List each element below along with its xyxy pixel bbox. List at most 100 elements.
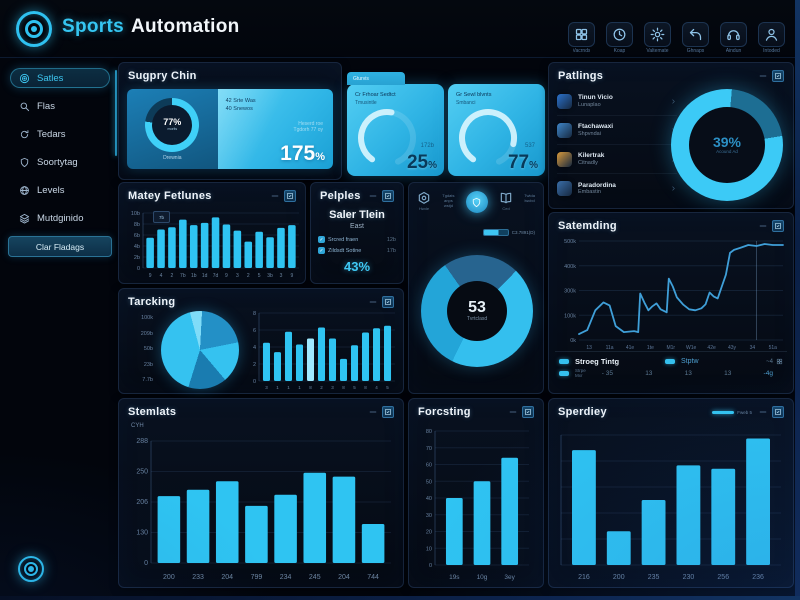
minimize-icon[interactable] — [368, 191, 378, 201]
forcsting-bar-chart: 80 70 60 50 40 30 20 10 0 19s 10g 3ey — [415, 423, 535, 581]
panel-window-icon[interactable] — [382, 190, 394, 202]
svg-text:4: 4 — [160, 273, 163, 279]
panel-window-icon[interactable] — [772, 70, 784, 82]
minimize-icon[interactable] — [758, 71, 768, 81]
pelples-row-value: 17b — [386, 247, 396, 254]
svg-text:3: 3 — [265, 385, 268, 390]
gauge-card2-subvalue: 537 — [524, 143, 535, 149]
sidebar-item-label: Levels — [37, 184, 65, 196]
toolbar-button-clock[interactable]: Koap — [603, 22, 636, 54]
panel-controls — [270, 190, 296, 202]
app-icon — [557, 151, 572, 167]
svg-text:9: 9 — [225, 273, 228, 279]
minimize-icon[interactable] — [758, 221, 768, 231]
sidebar-item-satles[interactable]: Satles — [10, 68, 110, 88]
sidebar-item-tedars[interactable]: Tedars — [10, 124, 110, 144]
clock-icon — [606, 22, 633, 47]
legend-series-1: Stroeg Tintg — [575, 357, 620, 366]
svg-text:0k: 0k — [570, 338, 576, 344]
panel-matey-features: Matey Fetlunes 10b 8b 6b 4b 2b 0 9 4 2 7b 1b 1d 7d 9 3… — [118, 182, 306, 284]
app-title-secondary: Automation — [130, 16, 240, 37]
panel-window-icon[interactable] — [522, 406, 534, 418]
panel-window-icon[interactable] — [382, 296, 394, 308]
header-toolbar: Vacrnds Koap Valtemate Ghnaps Aindun Intoded — [565, 22, 788, 54]
ratings-list-item[interactable]: Ftachawaxi Shpvndai — [557, 116, 677, 145]
svg-text:2: 2 — [247, 273, 250, 279]
svg-text:0: 0 — [253, 379, 256, 385]
app-title: Sports Automation — [62, 16, 240, 38]
check-icon: ✓ — [318, 236, 325, 243]
book-icon[interactable]: Ced — [499, 191, 513, 211]
refresh-icon — [19, 129, 30, 140]
supply-chain-card[interactable]: 77% morits Drewnia 42 Srte Was 40 Snewos … — [127, 89, 333, 169]
app-header: Sports Automation Vacrnds Koap Valtemate Ghn… — [0, 0, 800, 58]
minimize-icon[interactable] — [368, 297, 378, 307]
clear-findings-button[interactable]: Clar Fladags — [8, 236, 112, 257]
gauge-card-tab[interactable]: Gturvis — [347, 72, 405, 85]
panel-title: Tarcking — [128, 296, 176, 308]
svg-text:1d: 1d — [202, 273, 208, 279]
panel-window-icon[interactable] — [382, 406, 394, 418]
svg-text:9: 9 — [149, 273, 152, 279]
toolbar-button-grid[interactable]: Vacrnds — [565, 22, 598, 54]
pelples-row: ✓ Srcred fraen 12b — [311, 234, 403, 245]
sidebar-item-flas[interactable]: Flas — [10, 96, 110, 116]
toolbar-button-reply[interactable]: Ghnaps — [679, 22, 712, 54]
sidebar-item-levels[interactable]: Levels — [10, 180, 110, 200]
svg-text:13: 13 — [586, 345, 592, 351]
toolbar-button-label: Vacrnds — [572, 48, 591, 54]
svg-text:9: 9 — [290, 273, 293, 279]
ratings-list-item[interactable]: Paradordina Embastin — [557, 174, 677, 203]
supply-donut-chart: 77% morits — [145, 97, 200, 152]
progress-badge-text: C3.7891(D) — [511, 230, 535, 235]
minimize-icon[interactable] — [508, 407, 518, 417]
svg-text:5: 5 — [353, 385, 356, 390]
minimize-icon[interactable] — [270, 191, 280, 201]
toolbar-button-headset[interactable]: Aindun — [717, 22, 750, 54]
app-icon — [557, 181, 572, 196]
panel-window-icon[interactable] — [772, 220, 784, 232]
minimize-icon[interactable] — [758, 407, 768, 417]
svg-text:0: 0 — [137, 266, 140, 272]
svg-text:2: 2 — [171, 273, 174, 279]
chart-tooltip: 7b — [153, 211, 170, 223]
svg-text:250: 250 — [136, 469, 148, 476]
ratings-list-item[interactable]: Kilertrak Citnadly — [557, 145, 677, 174]
sperdiey-legend: Fweb 5 — [712, 410, 752, 415]
ratings-list-item[interactable]: Tinun Vicio Lunaplao — [557, 87, 677, 116]
panel-window-icon[interactable] — [284, 190, 296, 202]
svg-text:M1r: M1r — [666, 345, 675, 351]
check-icon: ✓ — [318, 247, 325, 254]
pelples-row-value: 12b — [386, 236, 396, 243]
svg-text:3: 3 — [236, 273, 239, 279]
toolbar-button-user[interactable]: Intoded — [755, 22, 788, 54]
svg-text:2: 2 — [253, 362, 256, 368]
panel-sperdiey: Sperdiey Fweb 5 216 200 235 230 256 236 — [548, 398, 794, 588]
chevron-right-icon — [670, 185, 677, 192]
screen-edge-right — [795, 0, 800, 600]
hex-icon[interactable]: Hwde — [417, 191, 431, 211]
minimize-icon[interactable] — [368, 407, 378, 417]
sidebar-item-soortytag[interactable]: Soortytag — [10, 152, 110, 172]
svg-text:2: 2 — [320, 385, 323, 390]
toolbar-button-gear[interactable]: Valtemate — [641, 22, 674, 54]
supply-donut-caption: Drewnia — [163, 154, 182, 161]
sidebar-item-label: Flas — [37, 100, 55, 112]
shield-glow-icon[interactable] — [465, 191, 488, 213]
svg-text:20: 20 — [426, 530, 432, 536]
gauge-card1-line1: Cr Frhoar Sedtct — [355, 92, 396, 98]
axis-label: 23b — [143, 361, 153, 368]
sidebar-item-mutdginido[interactable]: Mutdginido — [10, 208, 110, 228]
svg-text:230: 230 — [683, 574, 695, 581]
gauge-card-1[interactable]: Cr Frhoar Sedtct Tmusintle 172b 25% — [347, 84, 444, 176]
panel-controls — [758, 220, 784, 232]
grid-icon[interactable] — [776, 358, 783, 365]
progress-badge: C3.7891(D) — [482, 229, 535, 236]
gauge-arc-1 — [351, 100, 423, 172]
svg-text:50: 50 — [426, 479, 432, 485]
legend-value: 13 — [684, 369, 692, 377]
gauge-card-2[interactable]: Gr Sewl blvnts Smbanci 537 77% — [448, 84, 545, 176]
panel-window-icon[interactable] — [772, 406, 784, 418]
gauge-card2-line2: Smbanci — [456, 100, 476, 106]
